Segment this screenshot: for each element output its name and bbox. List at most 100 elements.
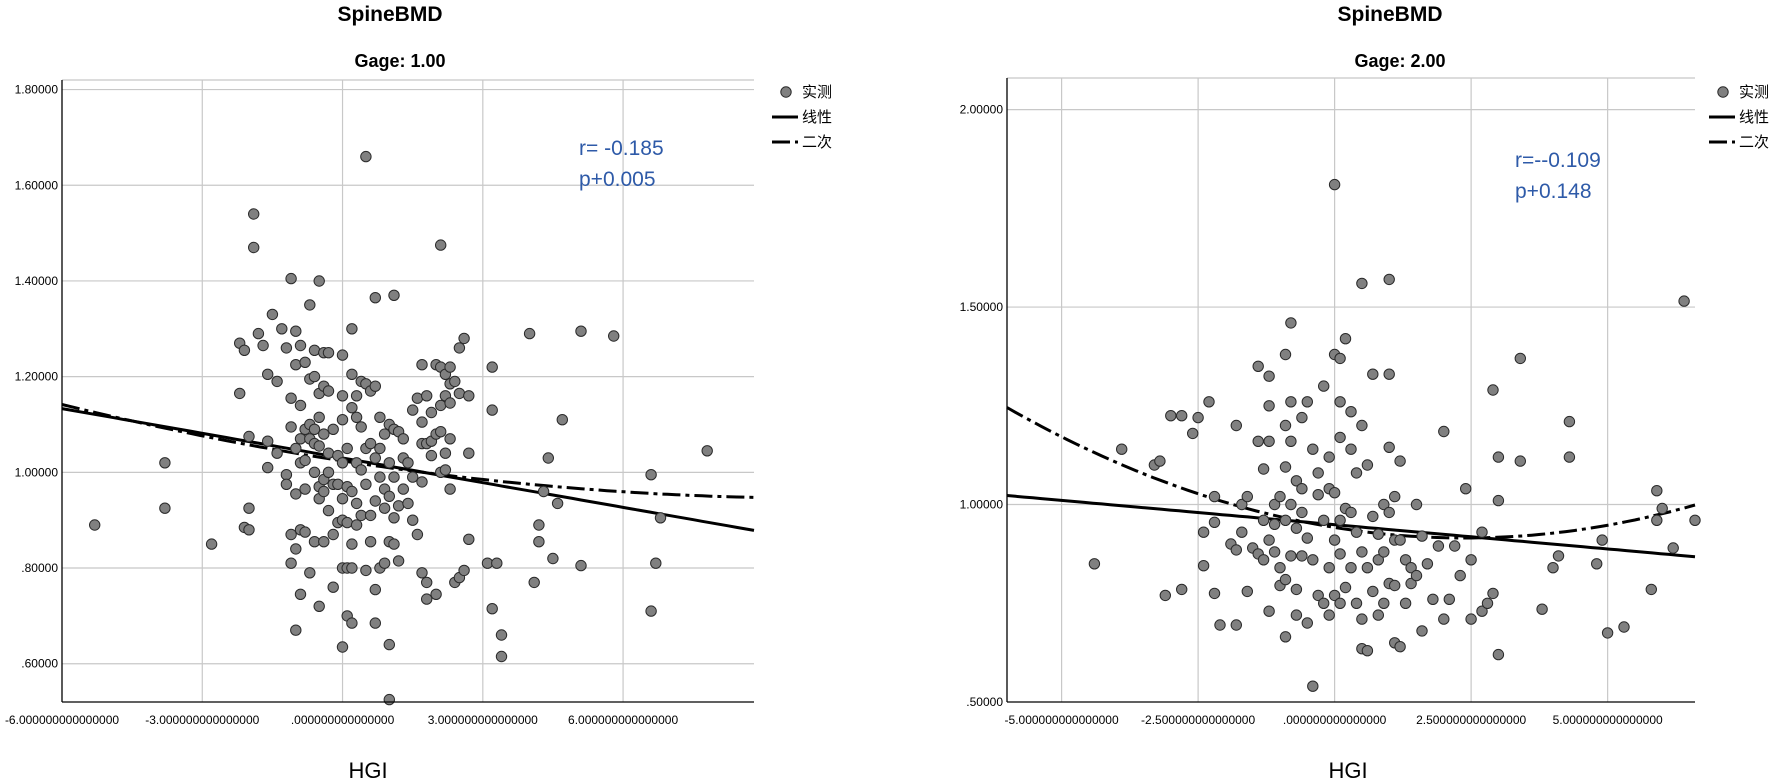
data-point [1252, 435, 1264, 447]
data-point [313, 600, 325, 612]
data-point [336, 414, 349, 426]
data-point [486, 404, 498, 416]
data-point [1263, 400, 1275, 412]
x-tick-label: 5.000000000000000 [1553, 713, 1663, 727]
data-point [374, 411, 386, 423]
data-point [1176, 583, 1188, 596]
data-point [243, 502, 255, 514]
data-point [1361, 645, 1374, 657]
data-point [439, 447, 452, 459]
data-point [336, 641, 349, 653]
data-point [1323, 451, 1335, 463]
data-point [1274, 562, 1286, 574]
data-point [360, 564, 372, 577]
y-tick-label: 1.40000 [15, 274, 59, 288]
data-point [575, 559, 587, 572]
data-point [290, 442, 302, 455]
y-tick-label: 1.00000 [15, 465, 59, 479]
data-point [1192, 411, 1204, 424]
data-point [416, 476, 428, 488]
data-point [294, 399, 307, 412]
data-point [308, 423, 321, 435]
data-point [495, 629, 508, 641]
data-point [1285, 317, 1297, 329]
y-tick-label: .50000 [966, 695, 1003, 709]
data-point [542, 452, 554, 464]
chart-gage-1: SpineBMD Gage: 1.00 -6.000000000000000 -3… [5, 3, 832, 782]
y-tick-label: 2.00000 [960, 103, 1004, 117]
data-point [1460, 483, 1472, 495]
data-point [1678, 295, 1690, 307]
data-point [378, 428, 391, 440]
data-point [654, 512, 667, 524]
data-point [458, 332, 470, 345]
data-point [308, 466, 321, 478]
data-point [388, 471, 400, 483]
data-point [280, 478, 293, 490]
data-point [383, 638, 395, 651]
y-tick-label: 1.20000 [15, 370, 59, 384]
data-point [336, 390, 349, 402]
data-point [364, 509, 377, 522]
data-point [1432, 540, 1445, 552]
y-tick-label: .60000 [21, 657, 58, 671]
data-point [444, 397, 456, 409]
data-point [1334, 548, 1346, 560]
chart-subtitle: Gage: 2.00 [1354, 51, 1445, 71]
data-point [285, 272, 297, 285]
data-point [350, 497, 363, 510]
data-point [1197, 560, 1210, 572]
data-point [1290, 609, 1303, 621]
data-point [1350, 597, 1363, 609]
data-point [350, 411, 363, 423]
data-point [243, 524, 255, 536]
data-point [1536, 603, 1548, 615]
data-point [1241, 585, 1254, 598]
data-point [1159, 589, 1172, 602]
data-point [336, 349, 349, 361]
data-point [243, 430, 255, 443]
data-point [1339, 333, 1352, 345]
legend-label: 实测 [1739, 83, 1769, 101]
data-point [1492, 648, 1505, 661]
data-point [1367, 585, 1379, 598]
data-point [1334, 597, 1346, 609]
data-point [285, 528, 297, 541]
x-tick-label: 3.000000000000000 [428, 713, 538, 727]
p-value-annotation: p+0.005 [579, 168, 656, 191]
data-point [388, 538, 400, 550]
data-point [575, 325, 587, 337]
data-point [1367, 368, 1379, 380]
data-point [1345, 562, 1357, 574]
data-point [1405, 577, 1417, 590]
data-point [1563, 415, 1576, 428]
data-point [416, 416, 428, 428]
data-point [341, 516, 353, 529]
data-point [378, 502, 391, 514]
data-point [1356, 613, 1368, 625]
data-point [1389, 490, 1401, 503]
data-point [1618, 621, 1630, 633]
data-point [262, 435, 274, 447]
data-point [1492, 494, 1505, 507]
data-point [369, 292, 381, 304]
data-point [551, 497, 564, 510]
data-point [322, 466, 335, 478]
data-point [1257, 554, 1270, 566]
data-point [1257, 514, 1270, 526]
data-point [1285, 550, 1297, 562]
data-point [308, 344, 321, 356]
data-point [1323, 609, 1335, 621]
data-point [1421, 558, 1434, 570]
data-point [1563, 451, 1576, 463]
data-point [299, 454, 311, 467]
data-point [1318, 514, 1330, 526]
data-point [1476, 526, 1488, 538]
data-point [1279, 573, 1292, 586]
data-point [346, 402, 358, 414]
data-point [1383, 506, 1395, 519]
legend-label: 线性 [1739, 108, 1769, 126]
data-point [1236, 498, 1248, 511]
data-point [463, 447, 475, 459]
data-point [369, 380, 381, 392]
